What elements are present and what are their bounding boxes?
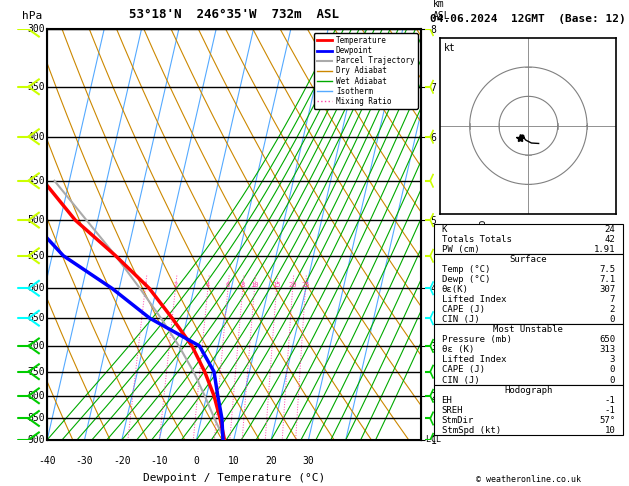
Text: PW (cm): PW (cm) <box>442 245 479 254</box>
Text: 8: 8 <box>241 282 245 288</box>
Text: CAPE (J): CAPE (J) <box>442 365 484 374</box>
Text: 700: 700 <box>28 341 45 351</box>
Text: 2: 2 <box>174 282 177 288</box>
Text: StmDir: StmDir <box>442 416 474 425</box>
Text: Dewpoint / Temperature (°C): Dewpoint / Temperature (°C) <box>143 473 325 483</box>
Text: 0: 0 <box>194 456 199 466</box>
Text: Totals Totals: Totals Totals <box>442 235 511 244</box>
Text: 20: 20 <box>289 282 297 288</box>
Text: -1: -1 <box>604 396 615 405</box>
Text: 53°18'N  246°35'W  732m  ASL: 53°18'N 246°35'W 732m ASL <box>130 8 339 21</box>
Text: 4: 4 <box>206 282 210 288</box>
Text: 7.1: 7.1 <box>599 275 615 284</box>
Text: 3: 3 <box>610 355 615 364</box>
FancyBboxPatch shape <box>434 324 623 384</box>
Text: 0: 0 <box>610 315 615 324</box>
Text: kt: kt <box>444 43 455 53</box>
Text: 10: 10 <box>250 282 259 288</box>
Text: CIN (J): CIN (J) <box>442 376 479 384</box>
Text: 307: 307 <box>599 285 615 294</box>
Text: 600: 600 <box>28 283 45 293</box>
FancyBboxPatch shape <box>434 254 623 324</box>
Text: 500: 500 <box>28 215 45 225</box>
Text: LCL: LCL <box>421 435 442 444</box>
Text: 42: 42 <box>604 235 615 244</box>
Text: 20: 20 <box>265 456 277 466</box>
Text: Hodograph: Hodograph <box>504 385 552 395</box>
Text: 650: 650 <box>28 313 45 323</box>
Text: 300: 300 <box>28 24 45 34</box>
Text: Most Unstable: Most Unstable <box>493 325 564 334</box>
Text: 24: 24 <box>604 225 615 234</box>
Text: CAPE (J): CAPE (J) <box>442 305 484 314</box>
Text: EH: EH <box>442 396 452 405</box>
Text: 15: 15 <box>272 282 281 288</box>
Text: 900: 900 <box>28 435 45 445</box>
Text: StmSpd (kt): StmSpd (kt) <box>442 426 501 435</box>
Text: Lifted Index: Lifted Index <box>442 295 506 304</box>
Text: Lifted Index: Lifted Index <box>442 355 506 364</box>
Text: 10: 10 <box>228 456 240 466</box>
Text: CIN (J): CIN (J) <box>442 315 479 324</box>
Text: -20: -20 <box>113 456 131 466</box>
Text: -40: -40 <box>38 456 56 466</box>
Text: 650: 650 <box>599 335 615 344</box>
Text: -1: -1 <box>604 406 615 415</box>
Text: 400: 400 <box>28 132 45 142</box>
Text: km
ASL: km ASL <box>433 0 450 21</box>
Text: 1.91: 1.91 <box>594 245 615 254</box>
Text: 04.06.2024  12GMT  (Base: 12): 04.06.2024 12GMT (Base: 12) <box>430 14 626 24</box>
Text: 2: 2 <box>610 305 615 314</box>
Text: Temp (°C): Temp (°C) <box>442 265 490 274</box>
Text: 0: 0 <box>610 376 615 384</box>
Text: 25: 25 <box>301 282 309 288</box>
Legend: Temperature, Dewpoint, Parcel Trajectory, Dry Adiabat, Wet Adiabat, Isotherm, Mi: Temperature, Dewpoint, Parcel Trajectory… <box>314 33 418 109</box>
Text: -10: -10 <box>150 456 168 466</box>
Text: 7: 7 <box>610 295 615 304</box>
Text: SREH: SREH <box>442 406 463 415</box>
Text: 1: 1 <box>143 282 147 288</box>
Text: 0: 0 <box>610 365 615 374</box>
Text: 850: 850 <box>28 414 45 423</box>
Text: 57°: 57° <box>599 416 615 425</box>
FancyBboxPatch shape <box>434 224 623 254</box>
Text: 313: 313 <box>599 346 615 354</box>
Text: 450: 450 <box>28 176 45 186</box>
Text: 7.5: 7.5 <box>599 265 615 274</box>
Text: 10: 10 <box>604 426 615 435</box>
Text: 6: 6 <box>226 282 230 288</box>
FancyBboxPatch shape <box>434 384 623 435</box>
Text: Pressure (mb): Pressure (mb) <box>442 335 511 344</box>
Text: 30: 30 <box>303 456 314 466</box>
Text: © weatheronline.co.uk: © weatheronline.co.uk <box>476 474 581 484</box>
Text: 350: 350 <box>28 82 45 92</box>
Y-axis label: Mixing Ratio (g/kg): Mixing Ratio (g/kg) <box>478 179 488 290</box>
Text: 550: 550 <box>28 251 45 260</box>
Text: Surface: Surface <box>509 255 547 264</box>
Text: 800: 800 <box>28 391 45 401</box>
Text: θε (K): θε (K) <box>442 346 474 354</box>
Text: K: K <box>442 225 447 234</box>
Text: 750: 750 <box>28 366 45 377</box>
Text: θε(K): θε(K) <box>442 285 469 294</box>
Text: -30: -30 <box>75 456 93 466</box>
Text: Dewp (°C): Dewp (°C) <box>442 275 490 284</box>
Text: hPa: hPa <box>22 11 42 21</box>
